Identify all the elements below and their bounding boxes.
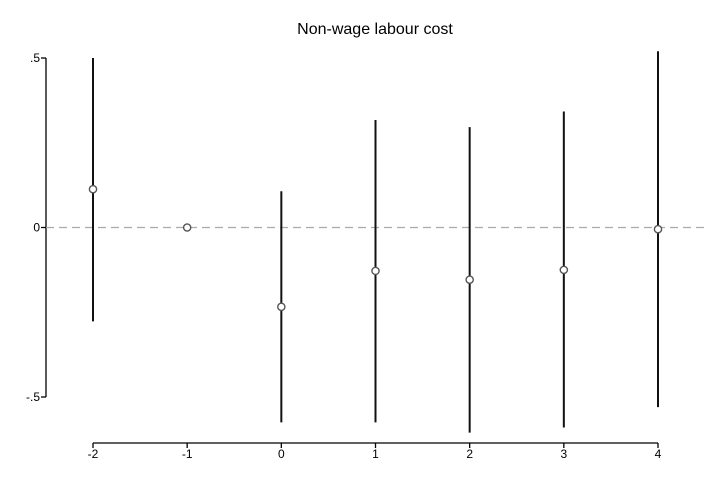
x-tick-label: -2 bbox=[88, 447, 99, 461]
point-estimate bbox=[653, 224, 663, 234]
x-tick-label: 1 bbox=[372, 447, 379, 461]
x-tick-label: 3 bbox=[560, 447, 567, 461]
point-estimate bbox=[277, 302, 286, 312]
point-estimate bbox=[559, 265, 569, 275]
point-estimate bbox=[182, 223, 192, 232]
y-tick-label: .5 bbox=[30, 51, 40, 65]
x-tick-label: -1 bbox=[182, 447, 193, 461]
x-tick-label: 2 bbox=[466, 447, 473, 461]
point-estimate bbox=[88, 184, 98, 194]
chart-marks bbox=[88, 51, 663, 433]
x-tick-label: 0 bbox=[278, 447, 285, 461]
x-axis: -2 -1 0 1 2 3 4 bbox=[88, 442, 662, 461]
y-tick-label: -.5 bbox=[26, 390, 40, 404]
point-estimate bbox=[371, 266, 380, 276]
y-tick-label: 0 bbox=[33, 221, 40, 235]
x-tick-label: 4 bbox=[655, 447, 662, 461]
point-estimate bbox=[465, 275, 474, 285]
y-axis: .5 0 -.5 bbox=[26, 51, 47, 404]
chart-title: Non-wage labour cost bbox=[297, 21, 453, 38]
